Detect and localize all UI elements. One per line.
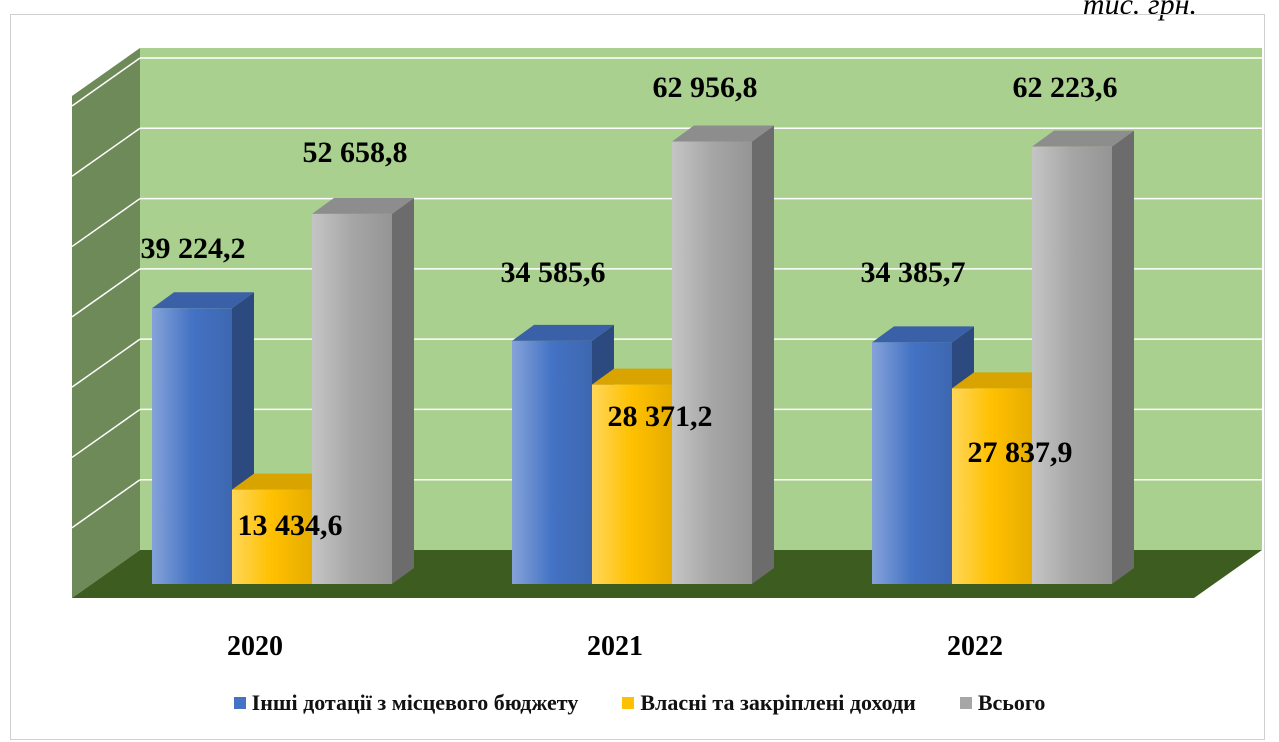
category-label: 2022: [947, 631, 1003, 662]
unit-label: тис. грн.: [1082, 0, 1197, 21]
data-label: 27 837,9: [968, 436, 1073, 469]
bar-top: [512, 324, 614, 341]
chart-frame: [10, 14, 1265, 740]
bar: [512, 340, 592, 584]
legend-label: Власні та закріплені доходи: [640, 690, 916, 715]
bar: [232, 489, 312, 584]
data-label: 39 224,2: [141, 232, 246, 265]
category-label: 2020: [227, 631, 283, 662]
legend-item: Власні та закріплені доходи: [622, 690, 916, 716]
legend-item: Інші дотації з місцевого бюджету: [233, 690, 579, 716]
bar-top: [952, 372, 1054, 389]
bar-side: [752, 125, 774, 584]
gridline-side: [71, 57, 141, 107]
data-label: 34 585,6: [501, 256, 606, 289]
bar: [312, 213, 392, 585]
legend-swatch: [233, 697, 246, 709]
side-wall: [72, 48, 140, 598]
legend: Інші дотації з місцевого бюджету Власні т…: [0, 690, 1279, 716]
data-label: 13 434,6: [238, 509, 343, 542]
bar: [952, 388, 1032, 584]
bar-top: [872, 326, 974, 343]
bar: [1032, 146, 1112, 584]
bar-top: [1032, 130, 1134, 147]
gridline-side: [71, 197, 141, 248]
bar-side: [1112, 130, 1134, 584]
legend-swatch: [622, 697, 635, 709]
bar: [592, 384, 672, 584]
legend-label: Інші дотації з місцевого бюджету: [251, 690, 579, 715]
gridline-side: [71, 408, 141, 459]
bar-top: [312, 197, 414, 214]
bar-side: [392, 197, 414, 585]
data-label: 28 371,2: [608, 400, 713, 433]
gridline-side: [71, 338, 141, 388]
data-label: 34 385,7: [861, 256, 966, 289]
bar-top: [232, 473, 334, 490]
data-label: 62 223,6: [1013, 71, 1118, 104]
bar-top: [152, 292, 254, 309]
bar: [672, 141, 752, 584]
legend-label: Всього: [977, 690, 1046, 715]
legend-swatch: [959, 697, 972, 709]
category-label: 2021: [587, 631, 643, 662]
gridline-side: [71, 268, 141, 318]
bar-top: [592, 368, 694, 385]
bar: [152, 308, 232, 584]
bar: [872, 342, 952, 584]
bar-top: [672, 125, 774, 142]
gridline-side: [71, 127, 141, 177]
data-label: 62 956,8: [653, 71, 758, 104]
gridline-side: [71, 479, 141, 529]
data-label: 52 658,8: [303, 136, 408, 169]
legend-item: Всього: [959, 690, 1046, 716]
